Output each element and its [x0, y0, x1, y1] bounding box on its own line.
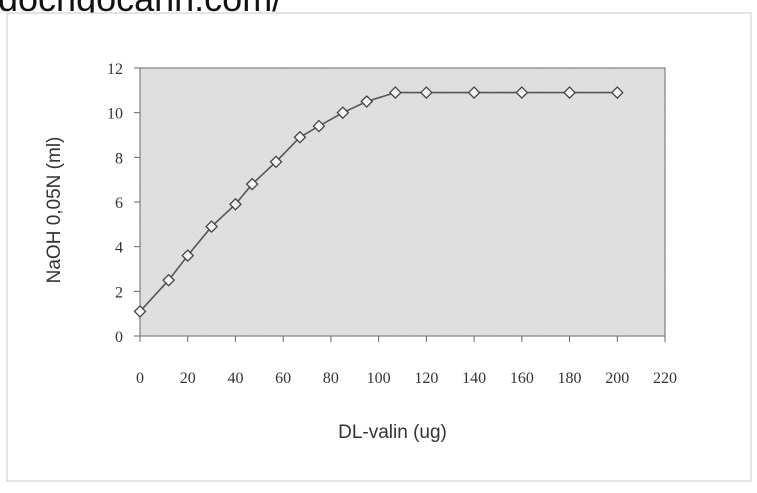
data-point-marker: [181, 249, 195, 263]
data-point-marker: [515, 86, 529, 99]
y-tick-label: 6: [115, 195, 123, 212]
x-tick-label: 180: [558, 370, 582, 387]
data-point-marker: [467, 86, 481, 99]
plot-texture: [140, 68, 665, 336]
data-point-marker: [205, 220, 219, 233]
y-tick-label: 12: [107, 61, 123, 78]
x-tick-label: 160: [510, 370, 534, 387]
y-tick-label: 0: [115, 329, 123, 346]
data-point-marker: [229, 197, 242, 211]
x-tick-label: 200: [605, 370, 629, 387]
data-point-marker: [360, 95, 374, 108]
x-tick-label: 220: [653, 370, 677, 387]
data-point-marker: [419, 86, 433, 99]
x-axis-title: DL-valin (ug): [338, 422, 447, 443]
x-tick-label: 80: [323, 370, 339, 387]
x-tick-label: 0: [136, 370, 144, 387]
x-tick-label: 40: [227, 370, 243, 387]
data-point-marker: [162, 273, 176, 287]
y-axis-title: NaOH 0,05N (ml): [44, 137, 65, 284]
y-tick-label: 2: [115, 284, 123, 301]
data-point-marker: [133, 305, 147, 318]
x-tick-label: 120: [414, 370, 438, 387]
data-point-marker: [312, 119, 326, 133]
data-point-marker: [336, 106, 350, 120]
x-tick-label: 20: [180, 370, 196, 387]
x-tick-label: 140: [462, 370, 486, 387]
data-point-marker: [388, 86, 402, 99]
data-point-marker: [245, 177, 259, 191]
data-point-marker: [269, 155, 283, 169]
data-point-marker: [610, 86, 624, 99]
y-tick-label: 8: [115, 150, 123, 167]
y-tick-label: 4: [115, 240, 123, 257]
x-tick-label: 100: [367, 370, 391, 387]
y-tick-label: 10: [107, 106, 123, 123]
data-point-marker: [293, 130, 307, 144]
x-tick-label: 60: [275, 370, 291, 387]
data-point-marker: [563, 86, 576, 99]
